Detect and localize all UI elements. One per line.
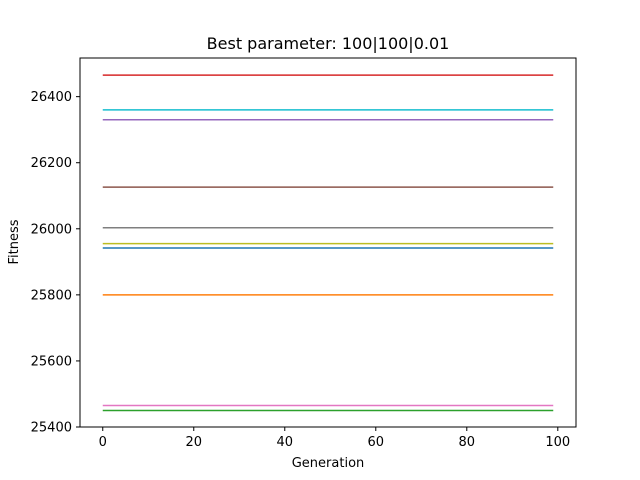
x-tick-label-5: 100 [545, 435, 570, 450]
y-tick-label-5: 26400 [31, 90, 72, 105]
y-axis-ticks: 25400 25600 25800 26000 26200 26400 [31, 90, 80, 436]
x-axis-ticks: 0 20 40 60 80 100 [99, 427, 570, 450]
x-tick-label-4: 80 [459, 435, 476, 450]
chart-title: Best parameter: 100|100|0.01 [207, 34, 450, 53]
y-tick-label-0: 25400 [31, 421, 72, 436]
y-axis-label: Fitness [7, 219, 22, 264]
x-tick-label-3: 60 [368, 435, 385, 450]
x-tick-label-0: 0 [99, 435, 107, 450]
y-tick-label-3: 26000 [31, 222, 72, 237]
plot-frame [79, 57, 577, 428]
y-tick-label-1: 25600 [31, 354, 72, 369]
x-tick-label-1: 20 [185, 435, 202, 450]
y-tick-label-2: 25800 [31, 288, 72, 303]
series-layer [102, 74, 554, 412]
x-axis-label: Generation [292, 456, 365, 471]
x-tick-label-2: 40 [276, 435, 293, 450]
y-tick-label-4: 26200 [31, 156, 72, 171]
